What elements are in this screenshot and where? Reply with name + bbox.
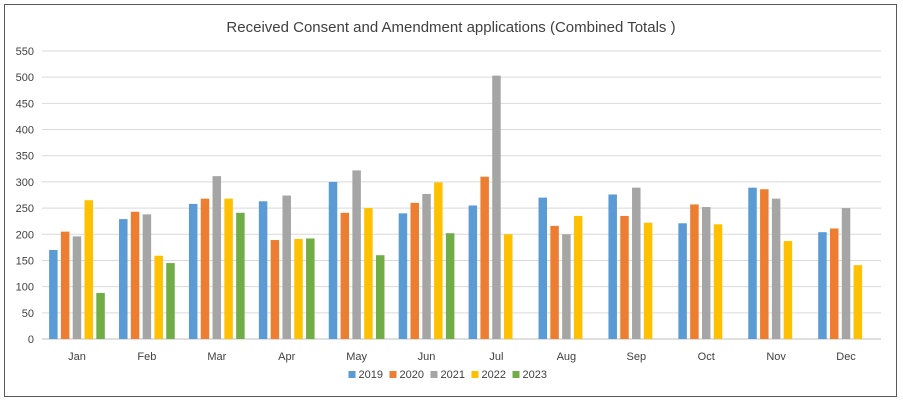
bar-2019-Jun — [398, 213, 408, 339]
x-tick-label: Aug — [557, 351, 577, 363]
bar-2019-Nov — [748, 187, 757, 339]
y-tick-label: 300 — [16, 177, 34, 189]
chart-frame: Received Consent and Amendment applicati… — [4, 4, 897, 397]
bar-2019-Mar — [188, 203, 198, 339]
gridlines — [42, 50, 881, 340]
bar-2019-Feb — [119, 219, 128, 339]
bar-2021-Jan — [72, 236, 82, 339]
x-tick-label: Mar — [207, 351, 226, 363]
bar-2022-Feb — [154, 255, 163, 339]
bar-2020-Jul — [480, 176, 489, 339]
y-tick-label: 350 — [16, 151, 34, 163]
bar-2023-Jun — [445, 233, 455, 339]
bar-2021-May — [352, 170, 361, 339]
bar-2021-Jul — [492, 75, 501, 340]
bar-2020-Apr — [270, 240, 280, 339]
y-tick-label: 0 — [28, 334, 34, 346]
bar-2020-May — [340, 212, 350, 339]
y-tick-label: 250 — [16, 203, 34, 215]
bar-2023-Apr — [306, 238, 315, 339]
y-tick-label: 400 — [16, 125, 34, 137]
bar-2020-Jan — [60, 231, 70, 339]
bar-2022-Jan — [84, 200, 94, 339]
x-axis-ticks: Jan Feb Mar Apr May Jun Jul Aug Sep Oct Nov Dec — [68, 351, 856, 363]
bar-2019-Jul — [468, 205, 478, 339]
bar-2023-Mar — [236, 212, 245, 339]
bar-2021-Mar — [212, 176, 222, 339]
bar-2022-Aug — [573, 215, 583, 339]
x-tick-label: Jul — [489, 351, 503, 363]
bar-2022-Dec — [853, 265, 863, 339]
legend-swatch-2019 — [348, 371, 356, 378]
legend-label: 2021 — [441, 369, 465, 381]
y-tick-label: 50 — [22, 308, 34, 320]
bar-2021-Oct — [701, 207, 711, 339]
bars — [49, 75, 863, 340]
x-tick-label: Dec — [836, 351, 856, 363]
x-tick-label: May — [346, 351, 367, 363]
bar-2022-May — [364, 208, 373, 339]
bar-2022-Apr — [294, 238, 303, 339]
bar-chart: Received Consent and Amendment applicati… — [16, 19, 881, 381]
bar-2021-Dec — [841, 208, 851, 339]
legend-swatch-2023 — [512, 371, 520, 378]
legend-swatch-2021 — [430, 371, 438, 378]
bar-2022-Oct — [713, 224, 723, 339]
x-tick-label: Oct — [698, 351, 715, 363]
bar-2022-Nov — [783, 241, 793, 339]
legend-label: 2023 — [523, 369, 547, 381]
bar-2019-Jan — [49, 249, 58, 339]
x-tick-label: Sep — [627, 351, 647, 363]
legend-label: 2020 — [400, 369, 424, 381]
legend-swatch-2022 — [471, 371, 479, 378]
y-tick-label: 200 — [16, 229, 34, 241]
bar-2020-Feb — [130, 211, 140, 339]
x-tick-label: Apr — [278, 351, 295, 363]
legend-label: 2022 — [482, 369, 506, 381]
x-tick-label: Feb — [137, 351, 156, 363]
legend-swatch-2020 — [389, 371, 397, 378]
bar-2021-Nov — [771, 198, 781, 339]
bar-2020-Dec — [829, 228, 839, 339]
x-tick-label: Jan — [68, 351, 86, 363]
bar-2021-Aug — [562, 234, 571, 339]
y-axis-ticks: 0 50 100 150 200 250 300 350 400 450 500 550 — [16, 46, 34, 346]
bar-2019-Dec — [818, 232, 827, 339]
bar-2020-Jun — [410, 202, 419, 339]
x-tick-label: Nov — [766, 351, 786, 363]
x-tick-label: Jun — [418, 351, 436, 363]
bar-2021-Feb — [142, 214, 152, 339]
bar-2022-Sep — [643, 222, 653, 339]
bar-2021-Sep — [632, 187, 641, 339]
bar-2020-Sep — [620, 215, 629, 339]
bar-2023-Jan — [96, 292, 105, 339]
bar-2019-Aug — [538, 197, 548, 339]
legend: 2019 2020 2021 2022 2023 — [348, 369, 547, 381]
y-tick-label: 500 — [16, 72, 34, 84]
bar-2020-Aug — [550, 225, 559, 339]
bar-2020-Nov — [760, 189, 769, 339]
bar-2019-May — [328, 181, 338, 339]
bar-2022-Jun — [434, 182, 443, 339]
y-tick-label: 150 — [16, 255, 34, 267]
bar-2020-Mar — [200, 198, 210, 339]
bar-2019-Oct — [678, 223, 687, 339]
y-tick-label: 100 — [16, 282, 34, 294]
bar-2023-Feb — [166, 263, 175, 339]
y-tick-label: 450 — [16, 98, 34, 110]
bar-2021-Apr — [282, 195, 291, 339]
bar-2021-Jun — [422, 193, 431, 339]
bar-2023-May — [375, 255, 385, 339]
bar-2020-Oct — [690, 204, 699, 339]
chart-title: Received Consent and Amendment applicati… — [226, 19, 675, 36]
legend-label: 2019 — [359, 369, 383, 381]
bar-2022-Jul — [504, 234, 513, 339]
bar-2022-Mar — [224, 198, 233, 339]
bar-2019-Apr — [258, 201, 268, 339]
y-tick-label: 550 — [16, 46, 34, 58]
bar-2019-Sep — [608, 194, 617, 339]
